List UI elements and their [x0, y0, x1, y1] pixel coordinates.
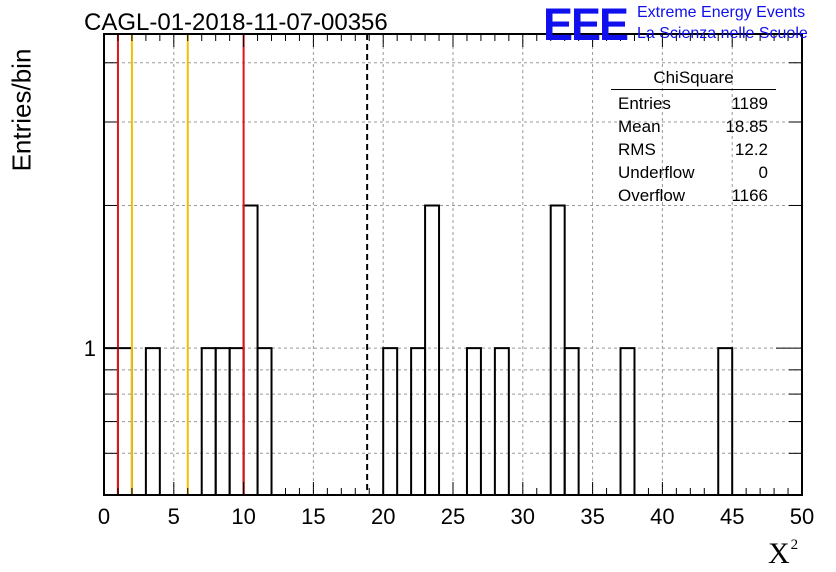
x-tick-label: 0 [98, 504, 110, 529]
histogram-bin [549, 204, 566, 495]
logo-line-1: Extreme Energy Events [637, 4, 806, 21]
histogram-bin [619, 347, 636, 495]
histogram-bin [214, 347, 231, 495]
stats-value: 12.2 [734, 140, 768, 159]
eee-logo-mark: EEE [543, 0, 629, 50]
x-tick-label: 5 [168, 504, 180, 529]
stats-box: ChiSquare Entries 1189 Mean 18.85 RMS 12.2 … [611, 68, 776, 207]
stats-row-mean: Mean 18.85 [611, 115, 776, 138]
logo-line-2: La Scienza nelle Scuole [637, 25, 808, 42]
stats-row-underflow: Underflow 0 [611, 161, 776, 184]
histogram-bin [144, 347, 161, 495]
stats-label: Underflow [618, 163, 695, 182]
stats-label: Entries [618, 94, 671, 113]
y-tick-label: 1 [84, 336, 96, 361]
x-tick-label: 30 [511, 504, 535, 529]
stats-title: ChiSquare [611, 68, 776, 90]
stats-value: 18.85 [725, 117, 768, 136]
stats-value: 1189 [731, 94, 768, 113]
histogram-bin [717, 347, 734, 495]
histogram-bin [424, 204, 441, 495]
stats-label: RMS [618, 140, 656, 159]
x-axis-label-base: X [768, 537, 790, 570]
stats-value: 1166 [731, 186, 768, 205]
x-tick-label: 40 [650, 504, 674, 529]
x-tick-label: 10 [231, 504, 255, 529]
chart-title: CAGL-01-2018-11-07-00356 [84, 9, 388, 36]
histogram-bin [256, 347, 273, 495]
x-tick-label: 20 [371, 504, 395, 529]
stats-row-rms: RMS 12.2 [611, 138, 776, 161]
stats-value: 0 [758, 163, 768, 182]
histogram-bin [465, 347, 482, 495]
x-tick-label: 35 [580, 504, 604, 529]
histogram-bin [242, 204, 259, 495]
x-axis-label: X2 [768, 537, 798, 571]
histogram-bin [493, 347, 510, 495]
histogram-bin [563, 347, 580, 495]
stats-row-overflow: Overflow 1166 [611, 184, 776, 207]
x-tick-label: 45 [720, 504, 744, 529]
x-tick-label: 50 [790, 504, 814, 529]
stats-label: Overflow [618, 186, 686, 205]
histogram-bin [382, 347, 399, 495]
stats-row-entries: Entries 1189 [611, 92, 776, 115]
x-axis-label-superscript: 2 [790, 537, 799, 553]
x-tick-label: 15 [301, 504, 325, 529]
x-tick-label: 25 [441, 504, 465, 529]
y-axis-label: Entries/bin [6, 48, 37, 172]
stats-label: Mean [618, 117, 661, 136]
